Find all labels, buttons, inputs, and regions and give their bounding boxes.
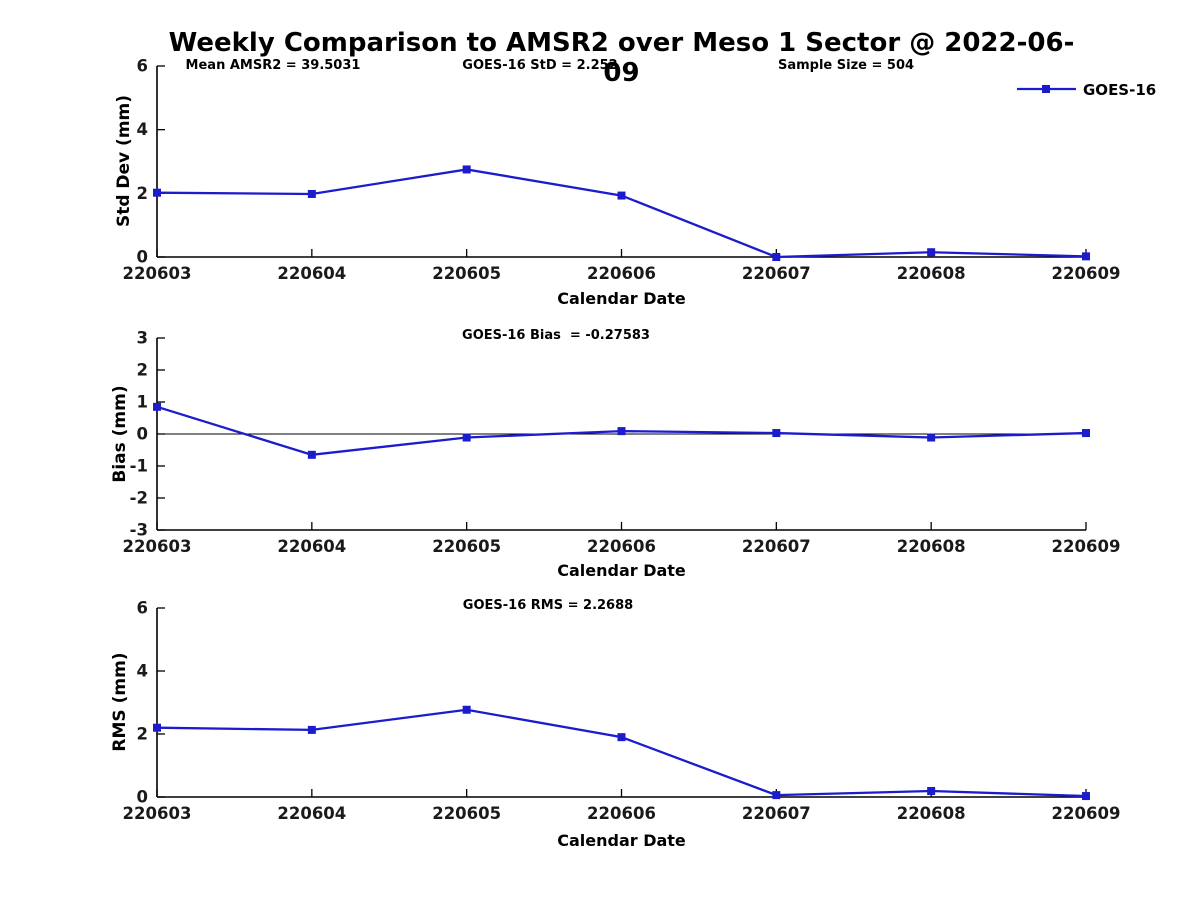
legend-marker [1042,85,1050,93]
stat-mean-amsr2: Mean AMSR2 = 39.5031 [185,58,361,73]
series-marker [462,433,471,442]
series-marker [307,450,316,459]
y-tick-label: -3 [130,521,148,540]
y-tick-label: 3 [137,329,148,348]
series-marker [772,253,781,261]
x-tick-label: 220607 [742,537,811,556]
series-marker [153,188,161,197]
y-tick-label: 2 [137,184,148,203]
y-tick-label: 0 [137,425,148,444]
series-marker [307,189,316,198]
series-marker [1082,792,1090,801]
x-tick-label: 220604 [277,537,346,556]
bias-chart-title: GOES-16 Bias = -0.27583 [462,328,650,343]
x-tick-label: 220608 [897,804,966,823]
ylabel-rms: RMS (mm) [110,652,130,752]
series-marker [927,248,936,257]
x-tick-label: 220609 [1052,537,1121,556]
y-tick-label: 2 [137,361,148,380]
y-tick-label: 4 [137,120,148,139]
legend-sample [1017,85,1076,93]
x-tick-label: 220605 [432,537,501,556]
x-tick-label: 220609 [1052,264,1121,283]
x-tick-label: 220607 [742,264,811,283]
y-tick-label: 2 [137,725,148,744]
series-marker [307,725,316,734]
y-tick-label: 0 [137,788,148,807]
series-marker [772,791,781,800]
stat-goes16-std: GOES-16 StD = 2.252 [462,58,618,73]
x-tick-label: 220605 [432,804,501,823]
y-tick-label: 0 [137,248,148,267]
x-tick-label: 220605 [432,264,501,283]
y-tick-label: 4 [137,662,148,681]
x-tick-label: 220603 [123,264,192,283]
y-tick-label: 1 [137,393,148,412]
chart-rms: 0 2 4 6 220603 220604 220605 220606 220607 220608… [123,599,1121,824]
x-tick-label: 220603 [123,804,192,823]
legend-entry-goes16: GOES-16 [1083,81,1157,99]
xlabel-calendar-date-3: Calendar Date [557,831,686,850]
chart-bias: -3 -2 -1 0 1 2 3 220603 220604 220605 220606 220607… [123,329,1121,557]
series-marker [1082,252,1090,261]
y-tick-label: -1 [130,457,148,476]
y-tick-label: 6 [137,57,148,76]
series-marker [617,427,626,436]
series-marker [772,429,781,438]
series-marker [462,705,471,714]
x-tick-label: 220603 [123,537,192,556]
x-tick-label: 220606 [587,537,656,556]
ylabel-bias: Bias (mm) [110,385,130,483]
xlabel-calendar-date-2: Calendar Date [557,561,686,580]
x-tick-label: 220609 [1052,804,1121,823]
xlabel-calendar-date-1: Calendar Date [557,289,686,308]
x-tick-label: 220608 [897,264,966,283]
series-marker [617,191,626,200]
rms-chart-title: GOES-16 RMS = 2.2688 [462,598,634,613]
chart-std-dev: 0 2 4 6 220603 220604 220605 220606 220607 220608… [123,57,1121,284]
series-line-goes-16 [156,168,1087,259]
x-tick-label: 220604 [277,804,346,823]
series-marker [617,733,626,742]
stat-sample-size: Sample Size = 504 [777,58,915,73]
series-marker [1082,429,1090,438]
x-tick-label: 220606 [587,804,656,823]
series-marker [927,787,936,796]
series-line-goes-16 [156,708,1087,798]
y-tick-label: -2 [130,489,148,508]
y-tick-label: 6 [137,599,148,618]
figure-title: Weekly Comparison to AMSR2 over Meso 1 S… [168,28,1075,88]
x-tick-label: 220607 [742,804,811,823]
x-tick-label: 220608 [897,537,966,556]
series-marker [927,433,936,442]
x-tick-label: 220604 [277,264,346,283]
series-marker [153,723,161,732]
series-marker [462,165,471,174]
ylabel-std-dev: Std Dev (mm) [114,94,134,228]
series-marker [153,402,161,411]
x-tick-label: 220606 [587,264,656,283]
